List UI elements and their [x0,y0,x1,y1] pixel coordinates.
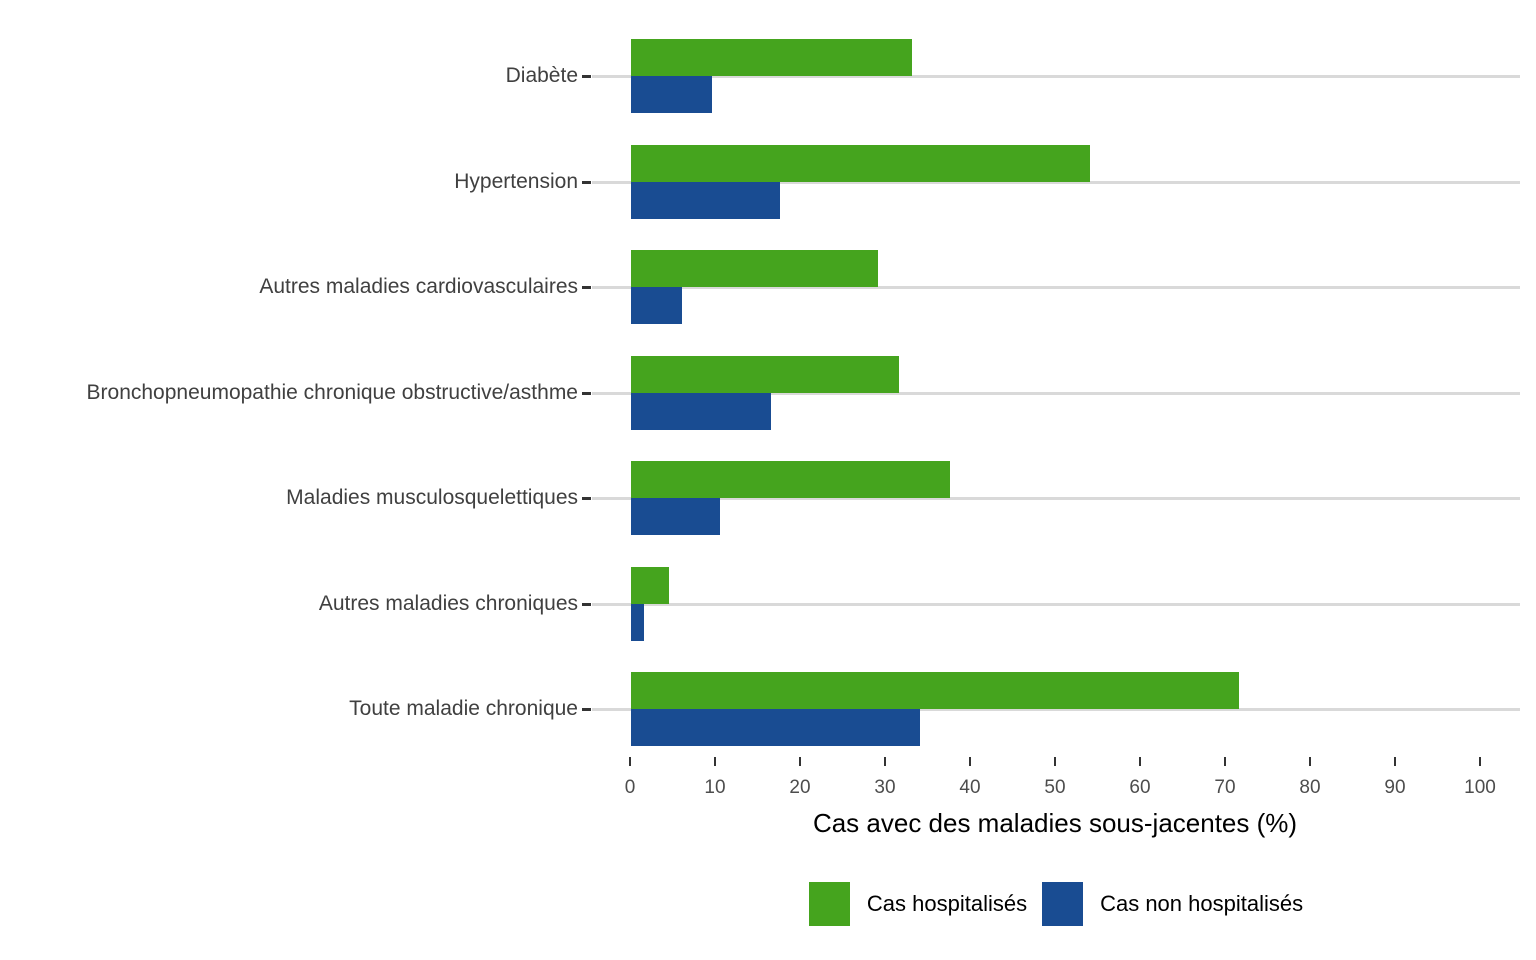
x-axis-tick [1394,757,1396,766]
x-axis-tick-label: 30 [874,777,896,798]
bar-hospitalises [631,672,1239,709]
x-axis-tick-label: 0 [624,777,636,798]
category-tick [582,391,591,395]
category-tick [582,180,591,184]
category-label: Bronchopneumopathie chronique obstructiv… [86,380,578,404]
x-axis-tick [884,757,886,766]
category-tick [582,75,591,78]
x-axis-tick-label: 60 [1129,777,1151,798]
legend: Cas hospitalisés Cas non hospitalisés [592,882,1520,926]
x-axis-tick-label: 40 [959,777,981,798]
category-tick [582,708,591,711]
category-label: Toute maladie chronique [349,697,578,720]
x-axis-tick-label: 20 [789,777,811,798]
category-label: Diabète [505,64,578,87]
x-axis-tick [714,757,716,766]
x-axis-tick-label: 90 [1384,777,1406,798]
x-axis-tick [1309,757,1311,766]
x-axis-tick [1054,757,1056,766]
legend-swatch-non-hospitalises [1042,882,1084,926]
category-gridline [592,602,1520,606]
bar-hospitalises [631,39,912,76]
category-label: Maladies musculosquelettiques [286,486,578,509]
x-axis-tick [629,757,631,766]
category-tick [582,602,591,606]
legend-item-non-hospitalises: Cas non hospitalisés [1042,882,1303,926]
category-gridline [592,497,1520,500]
bar-non-hospitalises [631,709,920,746]
category-label: Autres maladies cardiovasculaires [259,275,578,298]
bar-hospitalises [631,144,1090,182]
x-axis-tick [1139,757,1141,766]
category-gridline [592,391,1520,395]
x-axis-tick-label: 100 [1464,777,1496,798]
bar-hospitalises [631,566,669,604]
x-axis-tick-label: 10 [704,777,726,798]
bar-non-hospitalises [631,287,682,324]
category-gridline [592,708,1520,711]
x-axis-tick [799,757,801,766]
x-axis-tick [1479,757,1481,766]
category-label: Autres maladies chroniques [318,591,578,615]
category-gridline [592,286,1520,289]
x-axis-title: Cas avec des maladies sous-jacentes (%) [812,808,1298,838]
legend-label-non-hospitalises: Cas non hospitalisés [1100,891,1304,916]
bar-hospitalises [631,461,950,498]
x-axis-tick-label: 80 [1299,777,1321,798]
category-label: Hypertension [454,169,578,193]
category-tick [582,497,591,500]
bar-non-hospitalises [631,603,644,641]
x-axis-tick-label: 50 [1044,777,1066,798]
bar-non-hospitalises [631,76,712,113]
x-axis-tick [969,757,971,766]
category-gridline [592,180,1520,184]
bar-non-hospitalises [631,181,780,219]
bar-hospitalises [631,355,899,393]
category-gridline [592,75,1520,78]
x-axis-tick-label: 70 [1214,777,1236,798]
category-tick [582,286,591,289]
legend-swatch-hospitalises [808,882,850,926]
legend-item-hospitalises: Cas hospitalisés [808,882,1028,926]
bar-hospitalises [631,250,878,287]
bar-non-hospitalises [631,498,720,535]
x-axis-tick [1224,757,1226,766]
bar-non-hospitalises [631,392,771,430]
legend-label-hospitalises: Cas hospitalisés [866,891,1028,916]
